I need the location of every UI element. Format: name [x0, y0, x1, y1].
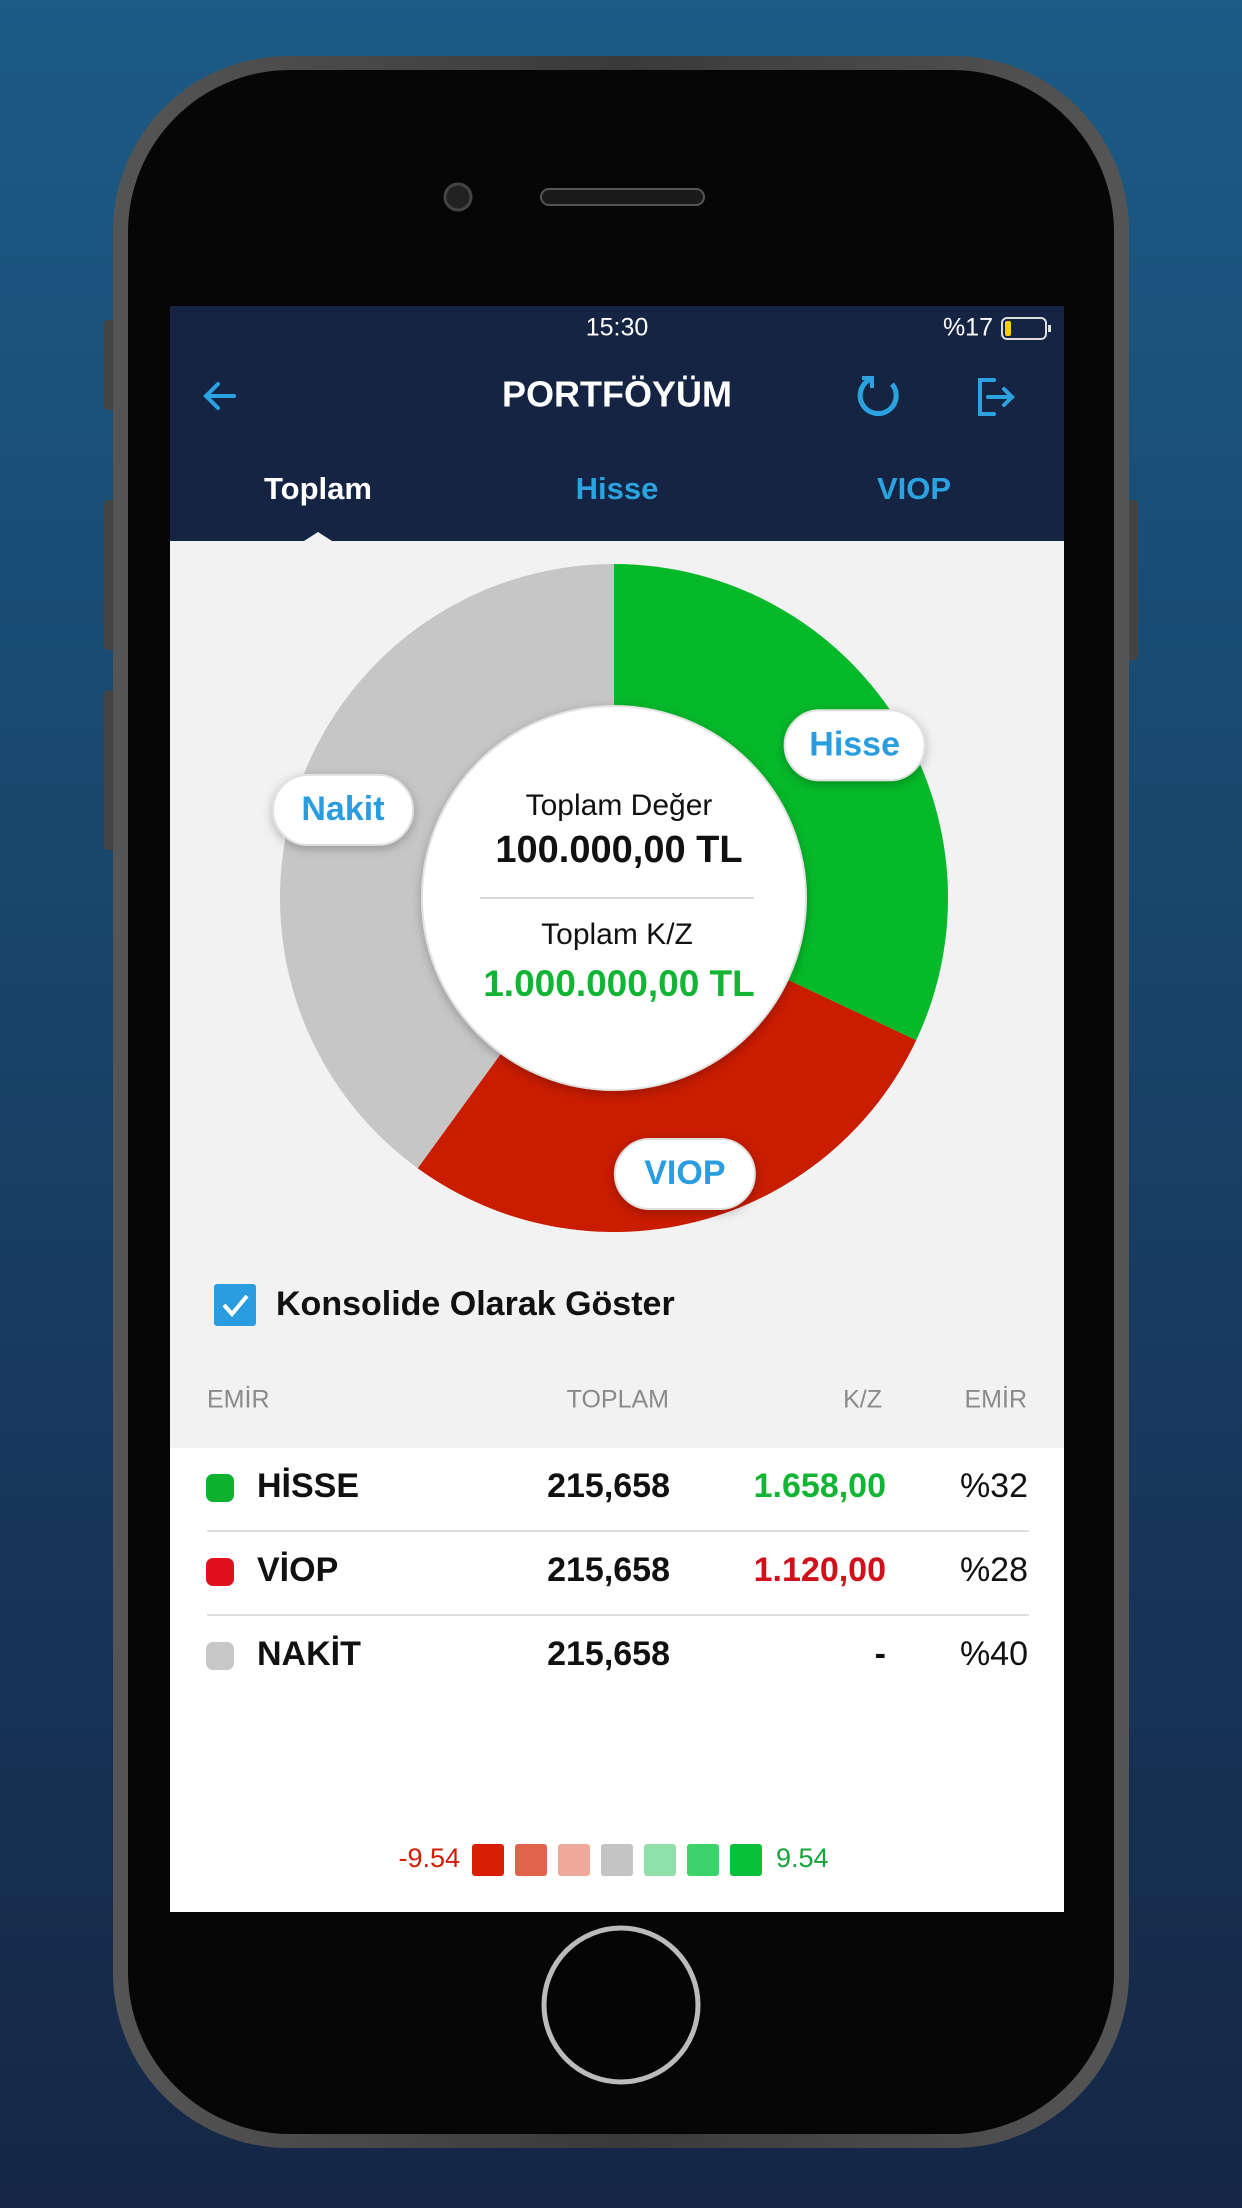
- row-total: 215,658: [547, 1551, 670, 1589]
- scale-swatch: [515, 1844, 547, 1876]
- row-dot: [206, 1558, 234, 1586]
- logout-button[interactable]: [978, 378, 1015, 416]
- scale-max: 9.54: [776, 1843, 829, 1873]
- total-pl: 1.000.000,00 TL: [483, 963, 755, 1004]
- scale-swatch: [472, 1844, 504, 1876]
- row-share: %32: [960, 1467, 1028, 1505]
- battery-tip: [1048, 325, 1051, 332]
- battery-icon: [1001, 317, 1047, 340]
- icon-stroke: [1002, 387, 1015, 407]
- home-button[interactable]: [541, 1925, 701, 2085]
- total-pl-label: Toplam K/Z: [541, 918, 693, 951]
- status-time: 15:30: [586, 314, 649, 342]
- battery-text: %17: [943, 314, 993, 342]
- battery-level: [1005, 321, 1011, 336]
- checkbox-box: [214, 1284, 256, 1326]
- row-pl: -: [875, 1635, 886, 1673]
- row-total: 215,658: [547, 1635, 670, 1673]
- checkbox-label: Konsolide Olarak Göster: [276, 1285, 675, 1323]
- total-value-label: Toplam Değer: [526, 789, 713, 822]
- tab[interactable]: VIOP: [877, 471, 951, 506]
- table-row[interactable]: NAKİT 215,658 - %40: [206, 1635, 1028, 1673]
- row-pl: 1.658,00: [754, 1467, 886, 1505]
- table-body: [170, 1448, 1064, 1912]
- label-pill: [613, 1138, 756, 1211]
- segment-label: Nakit: [271, 773, 414, 846]
- row-total: 215,658: [547, 1467, 670, 1505]
- checkmark: [222, 1294, 249, 1318]
- row-name: VİOP: [257, 1551, 338, 1589]
- speaker: [540, 188, 705, 206]
- column-header: TOPLAM: [567, 1386, 669, 1414]
- icon-stroke: [203, 382, 220, 410]
- icon-stroke: [857, 376, 899, 416]
- label-pill: [271, 773, 414, 846]
- row-share: %28: [960, 1551, 1028, 1589]
- row-pl: 1.120,00: [754, 1551, 886, 1589]
- total-value: 100.000,00 TL: [495, 829, 742, 871]
- table-row[interactable]: VİOP 215,658 1.120,00 %28: [206, 1551, 1028, 1589]
- row-share: %40: [960, 1635, 1028, 1673]
- column-header: EMİR: [965, 1385, 1028, 1414]
- tab-indicator: [304, 532, 332, 541]
- table-row[interactable]: HİSSE 215,658 1.658,00 %32: [206, 1467, 1028, 1505]
- tab[interactable]: Hisse: [576, 471, 659, 506]
- tab[interactable]: Toplam: [264, 471, 372, 506]
- scale-min: -9.54: [398, 1843, 460, 1873]
- column-header: K/Z: [843, 1386, 882, 1414]
- scale-swatch: [730, 1844, 762, 1876]
- label-text: Hisse: [809, 725, 900, 763]
- refresh-button[interactable]: [857, 376, 899, 416]
- icon-stroke: [862, 376, 874, 388]
- scale-swatch: [601, 1844, 633, 1876]
- label-text: Nakit: [301, 790, 384, 828]
- segment-label: VIOP: [613, 1138, 756, 1211]
- scale-swatch: [644, 1844, 676, 1876]
- scale-swatch: [558, 1844, 590, 1876]
- segment-label: Hisse: [783, 709, 926, 782]
- row-name: NAKİT: [257, 1635, 361, 1673]
- checkbox[interactable]: [214, 1284, 256, 1326]
- row-dot: [206, 1474, 234, 1502]
- icon-stroke: [978, 378, 996, 416]
- back-button[interactable]: [203, 382, 236, 410]
- camera: [443, 182, 473, 212]
- scale-swatch: [687, 1844, 719, 1876]
- row-dot: [206, 1642, 234, 1670]
- label-pill: [783, 709, 926, 782]
- page-title: PORTFÖYÜM: [502, 374, 732, 415]
- app-header: [170, 306, 1064, 541]
- column-header: EMİR: [207, 1385, 270, 1414]
- label-text: VIOP: [644, 1154, 725, 1192]
- row-name: HİSSE: [257, 1467, 359, 1505]
